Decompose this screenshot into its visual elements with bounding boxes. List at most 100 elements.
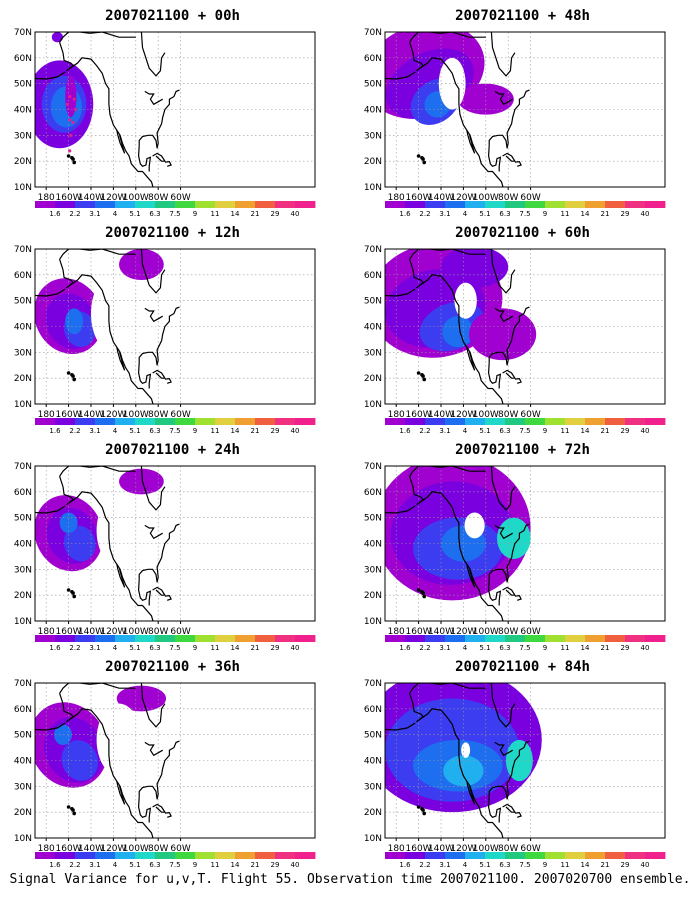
- colorbar-swatch: [195, 201, 216, 208]
- island: [421, 591, 425, 595]
- variance-contour: [441, 249, 509, 288]
- latitude-label: 50N: [14, 731, 32, 741]
- coastline: [409, 466, 486, 477]
- colorbar-swatch: [35, 418, 56, 425]
- colorbar-swatch: [645, 635, 666, 642]
- panel-title: 2007021100 + 72h: [455, 442, 590, 458]
- colorbar-label: 9: [543, 644, 547, 650]
- colorbar-swatch: [155, 418, 176, 425]
- map-frame: [384, 248, 666, 405]
- longitude-label: 80W: [148, 844, 168, 854]
- colorbar-label: 4: [463, 644, 468, 650]
- colorbar-swatch: [295, 635, 316, 642]
- colorbar-label: 14: [231, 427, 240, 433]
- colorbar-label: 3.1: [439, 861, 450, 867]
- island: [421, 157, 425, 161]
- colorbar-swatch: [75, 852, 96, 859]
- coastline: [35, 71, 66, 80]
- low-variance-region: [461, 742, 471, 758]
- colorbar-label: 5.1: [479, 210, 490, 216]
- colorbar-swatch: [195, 635, 216, 642]
- coastline: [59, 693, 154, 838]
- colorbar-label: 3.1: [89, 644, 100, 650]
- colorbar-label: 40: [291, 644, 300, 650]
- colorbar-swatch: [55, 635, 76, 642]
- coastline: [137, 145, 152, 172]
- colorbar-swatch: [545, 852, 566, 859]
- latitude-label: 10N: [364, 617, 382, 627]
- colorbar-swatch: [115, 852, 136, 859]
- island: [421, 808, 425, 812]
- variance-shading: [35, 249, 164, 355]
- colorbar-swatch: [275, 201, 296, 208]
- colorbar-label: 1.6: [399, 210, 411, 216]
- colorbar-swatch: [505, 635, 526, 642]
- coastline: [138, 523, 180, 583]
- coastline: [116, 781, 126, 805]
- panel-48h: 2007021100 + 48h 70N 60N 50N 40N 30N 20N 10N 18…: [350, 0, 695, 216]
- colorbar-label: 21: [251, 210, 260, 216]
- coastline: [494, 90, 514, 106]
- colorbar-label: 5.1: [129, 427, 140, 433]
- colorbar-label: 14: [581, 644, 590, 650]
- map-frame: [384, 31, 666, 188]
- variance-contour: [497, 517, 531, 559]
- colorbar-label: 2.2: [419, 210, 430, 216]
- colorbar-label: 3.1: [89, 210, 100, 216]
- coastline: [514, 812, 522, 818]
- longitude-label: 60W: [520, 193, 540, 203]
- coastline: [152, 586, 166, 596]
- grid: [385, 32, 665, 187]
- colorbar-swatch: [465, 852, 486, 859]
- coastline: [409, 693, 504, 838]
- colorbar-swatch: [295, 201, 316, 208]
- latitude-label: 50N: [14, 297, 32, 307]
- longitude-label: 100W: [123, 410, 149, 420]
- longitude-label: 180: [388, 844, 405, 854]
- figure-caption: Signal Variance for u,v,T. Flight 55. Ob…: [9, 872, 691, 887]
- coastline: [137, 796, 152, 823]
- latitude-label: 40N: [14, 540, 32, 550]
- longitude-label: 160W: [406, 627, 432, 637]
- map-frame: [34, 31, 316, 188]
- map: 70N 60N 50N 40N 30N 20N 10N 180 160W140W120W100W…: [14, 245, 316, 433]
- variance-contour: [118, 468, 164, 495]
- latitude-label: 10N: [364, 400, 382, 410]
- colorbar-label: 11: [211, 644, 220, 650]
- coastline: [116, 347, 126, 371]
- island: [421, 374, 425, 378]
- colorbar-swatch: [465, 635, 486, 642]
- colorbar-label: 6.3: [499, 861, 510, 867]
- colorbar-label: 5.1: [479, 427, 490, 433]
- coastline: [138, 740, 180, 800]
- coastline: [59, 476, 154, 621]
- colorbar-label: 7.5: [519, 210, 530, 216]
- coastline: [137, 579, 152, 606]
- latitude-label: 20N: [364, 808, 382, 818]
- longitude-label: 180: [38, 410, 55, 420]
- colorbar-label: 6.3: [499, 210, 510, 216]
- colorbar-swatch: [545, 201, 566, 208]
- low-variance-region: [464, 512, 485, 539]
- colorbar-label: 1.6: [49, 644, 61, 650]
- colorbar-label: 29: [271, 644, 280, 650]
- longitude-label: 80W: [498, 193, 518, 203]
- coastline: [494, 524, 514, 540]
- island: [71, 157, 75, 161]
- colorbar-label: 6.3: [499, 427, 510, 433]
- coastline: [488, 740, 530, 800]
- island: [416, 805, 421, 809]
- colorbar-swatch: [585, 635, 606, 642]
- colorbar-label: 7.5: [169, 644, 180, 650]
- colorbar-swatch: [255, 635, 276, 642]
- island: [66, 805, 71, 809]
- longitude-label: 80W: [148, 410, 168, 420]
- coastlines: [385, 32, 530, 187]
- latitude-label: 30N: [14, 782, 32, 792]
- colorbar-swatch: [175, 635, 196, 642]
- latitude-label: 10N: [364, 834, 382, 844]
- colorbar-swatch: [625, 201, 646, 208]
- map: 70N 60N 50N 40N 30N 20N 10N 180 160W140W120W100W…: [364, 245, 666, 433]
- longitude-label: 60W: [520, 410, 540, 420]
- latitude-label: 70N: [14, 28, 32, 38]
